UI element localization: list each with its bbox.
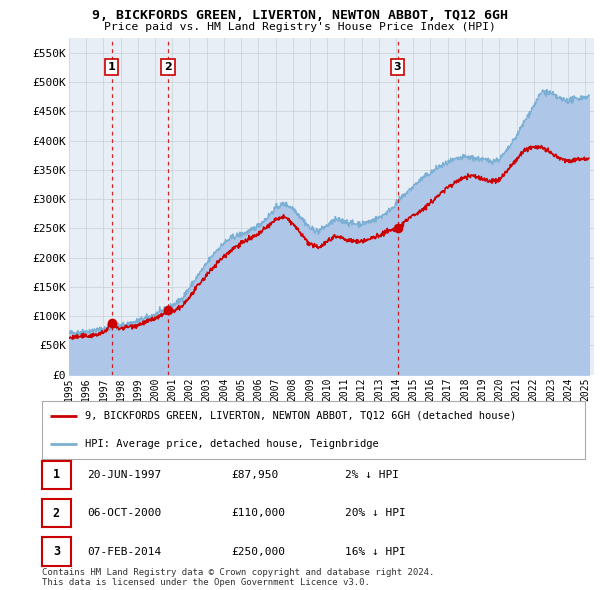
Text: 9, BICKFORDS GREEN, LIVERTON, NEWTON ABBOT, TQ12 6GH (detached house): 9, BICKFORDS GREEN, LIVERTON, NEWTON ABB…	[85, 411, 517, 421]
Text: 9, BICKFORDS GREEN, LIVERTON, NEWTON ABBOT, TQ12 6GH: 9, BICKFORDS GREEN, LIVERTON, NEWTON ABB…	[92, 9, 508, 22]
Text: 3: 3	[394, 62, 401, 72]
Text: £110,000: £110,000	[231, 509, 285, 518]
Text: 2: 2	[53, 507, 60, 520]
Text: 07-FEB-2014: 07-FEB-2014	[87, 547, 161, 556]
Text: 3: 3	[53, 545, 60, 558]
Text: 20% ↓ HPI: 20% ↓ HPI	[345, 509, 406, 518]
Text: 16% ↓ HPI: 16% ↓ HPI	[345, 547, 406, 556]
Text: HPI: Average price, detached house, Teignbridge: HPI: Average price, detached house, Teig…	[85, 439, 379, 449]
Text: 1: 1	[53, 468, 60, 481]
Text: £250,000: £250,000	[231, 547, 285, 556]
Text: 20-JUN-1997: 20-JUN-1997	[87, 470, 161, 480]
Text: £87,950: £87,950	[231, 470, 278, 480]
Text: Price paid vs. HM Land Registry's House Price Index (HPI): Price paid vs. HM Land Registry's House …	[104, 22, 496, 32]
Text: 1: 1	[107, 62, 115, 72]
Text: 2% ↓ HPI: 2% ↓ HPI	[345, 470, 399, 480]
Text: Contains HM Land Registry data © Crown copyright and database right 2024.
This d: Contains HM Land Registry data © Crown c…	[42, 568, 434, 587]
Text: 06-OCT-2000: 06-OCT-2000	[87, 509, 161, 518]
Text: 2: 2	[164, 62, 172, 72]
